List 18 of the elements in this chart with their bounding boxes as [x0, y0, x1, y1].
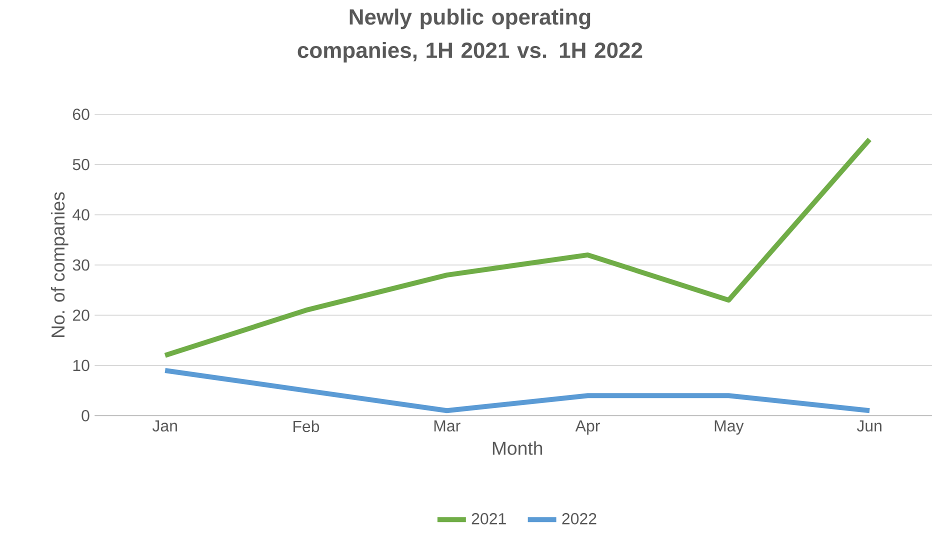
y-tick-label: 20: [72, 310, 90, 321]
x-tick-label: May: [714, 420, 744, 435]
legend-label: 2022: [562, 513, 596, 524]
y-tick-label: 10: [73, 360, 90, 372]
x-tick-label: Apr: [575, 420, 600, 435]
x-tick-label: Jun: [856, 420, 882, 432]
x-tick-label: Jan: [152, 420, 177, 432]
y-tick-label: 30: [72, 259, 90, 271]
x-tick-label: Feb: [294, 420, 320, 432]
y-tick-label: 60: [72, 108, 90, 120]
chart-title: Newly public operating companies, 1H 2021 vs. 1H 2022: [298, 8, 642, 62]
y-tick-label: 50: [72, 158, 90, 170]
x-tick-label: Mar: [434, 420, 460, 432]
legend-label: 2021: [472, 513, 506, 524]
y-axis-title: No. of companies: [50, 192, 68, 337]
y-tick-label: 0: [82, 410, 90, 422]
y-tick-label: 40: [72, 209, 90, 220]
x-axis-title: Month: [492, 441, 542, 455]
